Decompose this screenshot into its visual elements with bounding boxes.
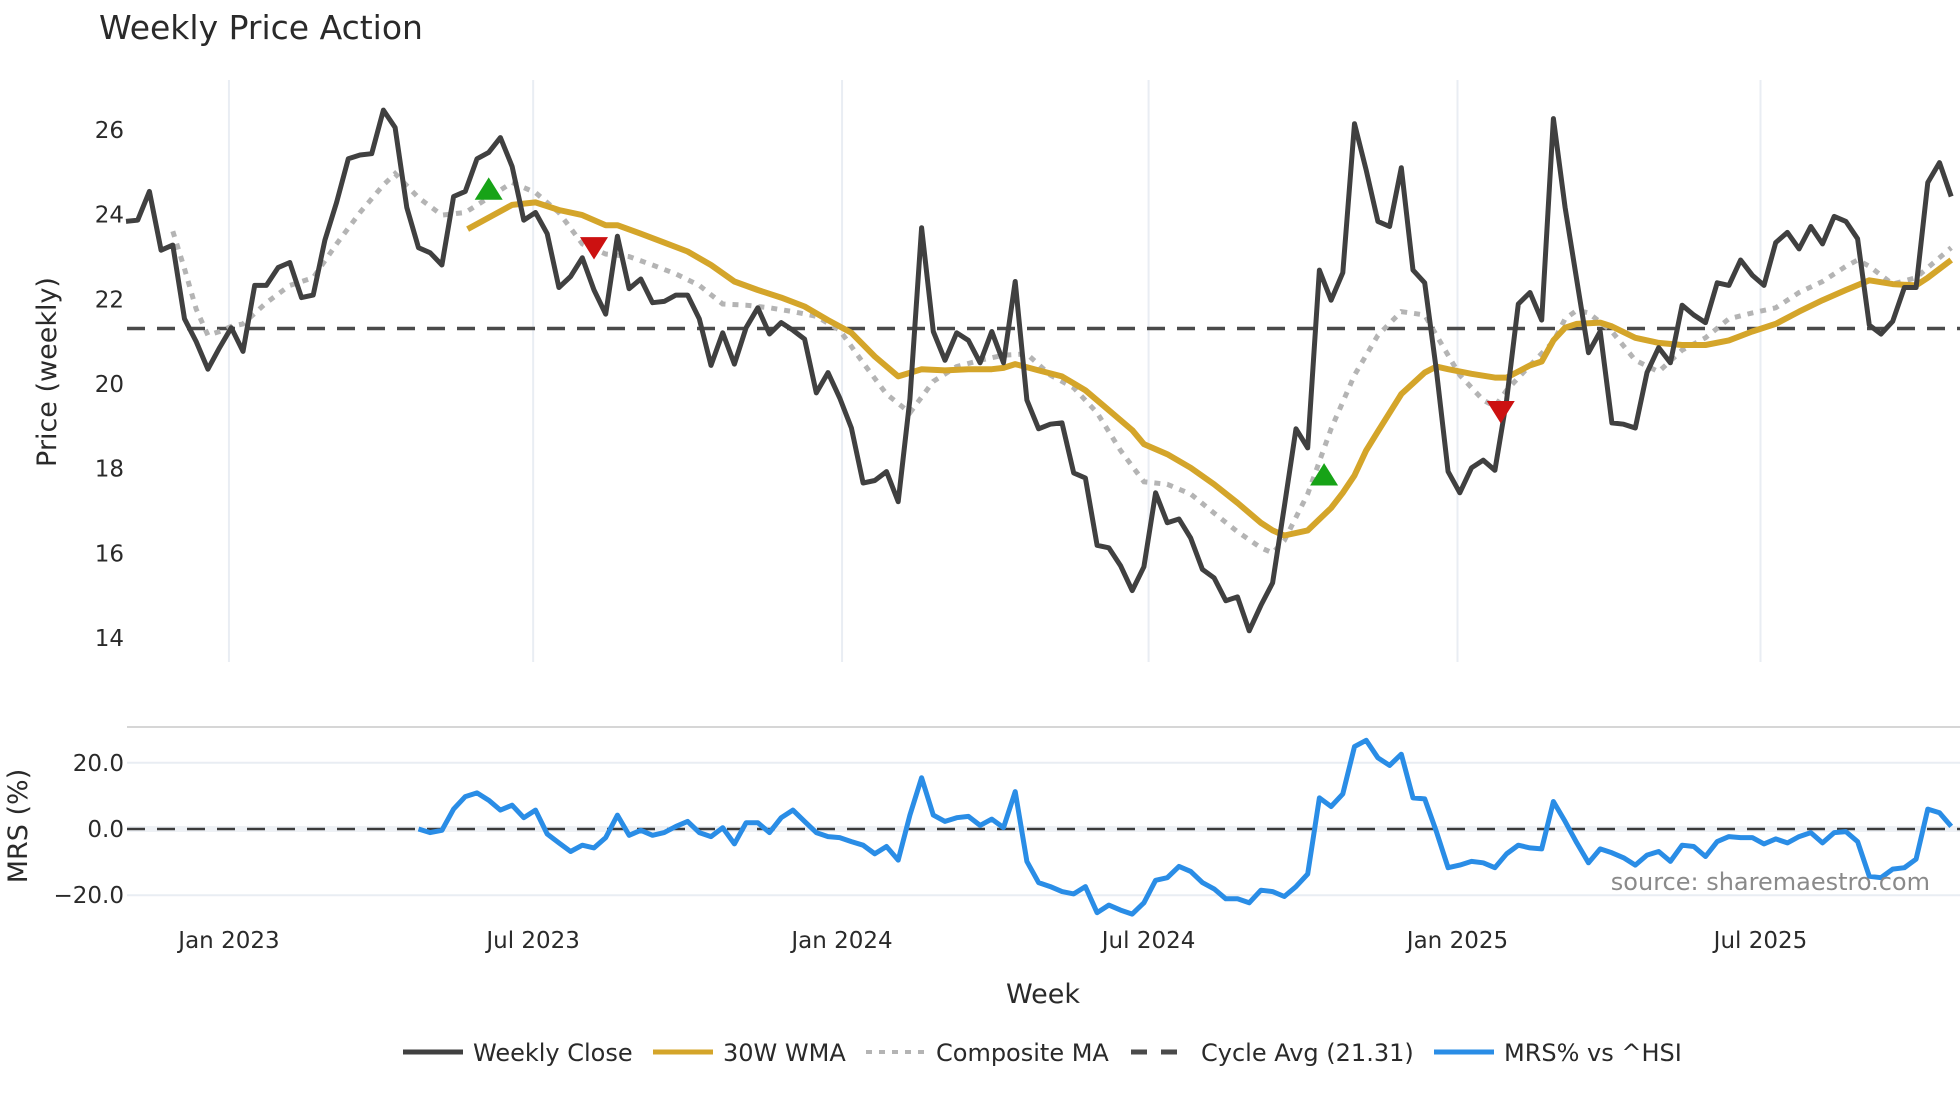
legend-item: Cycle Avg (21.31) bbox=[1131, 1039, 1414, 1067]
x-tick-label: Jul 2024 bbox=[1100, 928, 1196, 954]
mrs-y-ticks: −20.0 0.0 20.0 bbox=[54, 751, 124, 909]
price-y-tick-label: 14 bbox=[95, 626, 124, 652]
wma-30w-line bbox=[466, 199, 1954, 539]
price-y-tick-label: 16 bbox=[95, 541, 124, 567]
source-watermark: source: sharemaestro.com bbox=[1611, 868, 1930, 896]
legend-label: Composite MA bbox=[936, 1039, 1109, 1067]
sell-signal-triangle-down-icon bbox=[1486, 400, 1515, 424]
legend-label: 30W WMA bbox=[723, 1039, 846, 1067]
price-y-tick-label: 24 bbox=[95, 203, 124, 229]
x-tick-label: Jan 2025 bbox=[1405, 928, 1508, 954]
mrs-line bbox=[417, 737, 1954, 917]
chart-title: Weekly Price Action bbox=[99, 8, 423, 47]
buy-signal-triangle-up-icon bbox=[1310, 463, 1339, 486]
x-tick-label: Jan 2023 bbox=[176, 928, 279, 954]
legend-item: 30W WMA bbox=[653, 1039, 846, 1067]
x-axis-ticks: Jan 2023 Jul 2023 Jan 2024 Jul 2024 Jan 2025… bbox=[176, 928, 1807, 954]
sell-signal-triangle-down-icon bbox=[580, 237, 608, 260]
x-tick-label: Jan 2024 bbox=[789, 928, 892, 954]
price-y-tick-label: 18 bbox=[95, 457, 124, 483]
legend-item: Weekly Close bbox=[403, 1039, 633, 1067]
price-y-tick-label: 26 bbox=[95, 118, 124, 144]
price-y-axis-title: Price (weekly) bbox=[32, 277, 63, 467]
mrs-y-axis-title: MRS (%) bbox=[3, 769, 34, 884]
x-tick-label: Jul 2023 bbox=[484, 928, 580, 954]
buy-signal-triangle-up-icon bbox=[474, 177, 503, 200]
mrs-y-tick-label: 0.0 bbox=[87, 817, 124, 843]
legend-label: Weekly Close bbox=[473, 1039, 633, 1067]
price-y-tick-label: 22 bbox=[95, 287, 124, 313]
price-panel: 14 16 18 20 22 24 26 Price (weekly) bbox=[32, 80, 1960, 662]
legend-label: MRS% vs ^HSI bbox=[1504, 1039, 1682, 1067]
x-tick-label: Jul 2025 bbox=[1712, 928, 1808, 954]
legend-label: Cycle Avg (21.31) bbox=[1201, 1039, 1414, 1067]
signal-markers bbox=[474, 177, 1515, 486]
mrs-panel: −20.0 0.0 20.0 MRS (%) source: sharemaestr… bbox=[3, 726, 1960, 917]
weekly-close-line bbox=[125, 107, 1954, 634]
legend-item: Composite MA bbox=[866, 1039, 1109, 1067]
mrs-y-tick-label: 20.0 bbox=[73, 751, 124, 777]
price-y-tick-label: 20 bbox=[95, 372, 124, 398]
mrs-y-tick-label: −20.0 bbox=[54, 883, 124, 909]
legend: Weekly Close 30W WMA Composite MA Cycle Avg… bbox=[403, 1039, 1682, 1067]
legend-item: MRS% vs ^HSI bbox=[1434, 1039, 1682, 1067]
composite-ma-line bbox=[170, 170, 1953, 556]
x-axis-title: Week bbox=[1006, 979, 1080, 1010]
price-y-ticks: 14 16 18 20 22 24 26 bbox=[95, 118, 124, 652]
